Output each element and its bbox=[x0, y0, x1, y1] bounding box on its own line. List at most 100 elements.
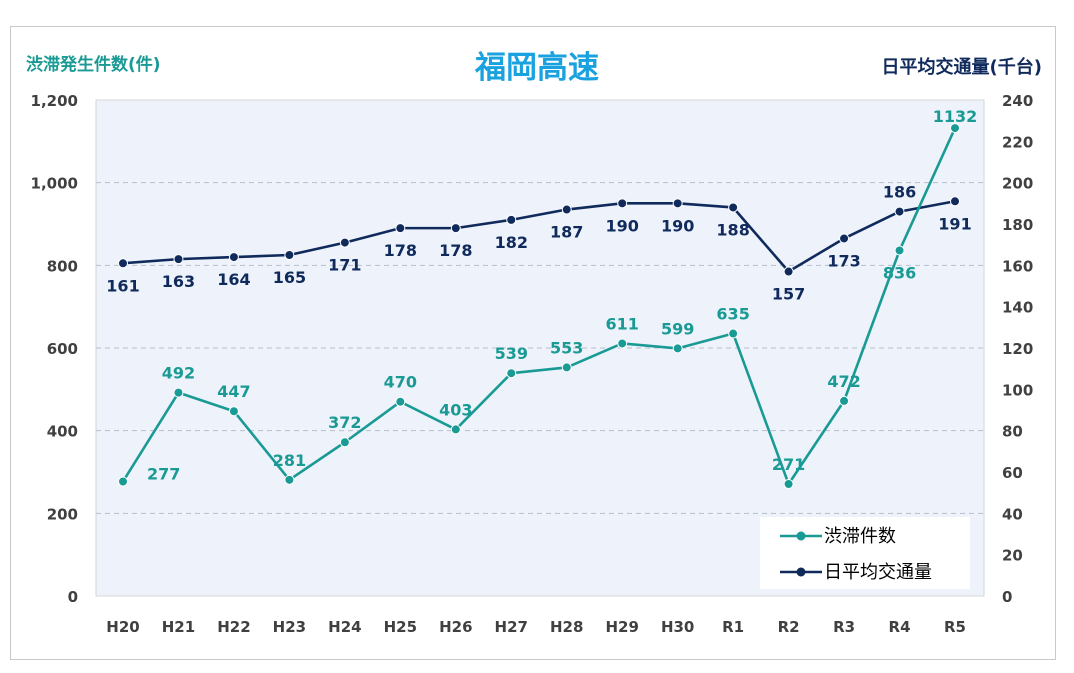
legend-marker bbox=[796, 531, 806, 541]
data-label: 190 bbox=[605, 216, 638, 235]
data-label: 372 bbox=[328, 413, 361, 432]
data-label: 635 bbox=[716, 305, 749, 324]
data-point bbox=[894, 206, 905, 217]
data-label: 277 bbox=[147, 465, 180, 484]
x-tick-label: H26 bbox=[439, 618, 472, 636]
data-point bbox=[839, 395, 850, 406]
data-point bbox=[450, 424, 461, 435]
y-axis-left-ticks: 0 200 400 600 800 1,000 1,200 bbox=[31, 92, 78, 606]
x-tick-label: H21 bbox=[162, 618, 195, 636]
y-axis-right-label: 日平均交通量(千台) bbox=[881, 57, 1042, 78]
data-point bbox=[728, 328, 739, 339]
data-label: 173 bbox=[827, 251, 860, 270]
data-label: 281 bbox=[273, 451, 306, 470]
data-point bbox=[339, 237, 350, 248]
chart-frame bbox=[10, 26, 1056, 660]
y-axis-left-label: 渋滞発生件数(件) bbox=[26, 55, 161, 75]
x-tick-label: R3 bbox=[833, 618, 855, 636]
data-point bbox=[783, 478, 794, 489]
x-tick-label: H25 bbox=[384, 618, 417, 636]
data-point bbox=[950, 196, 960, 207]
y-left-tick-label: 200 bbox=[47, 505, 78, 523]
y-right-tick-label: 140 bbox=[1002, 299, 1033, 317]
x-tick-label: H30 bbox=[661, 618, 694, 636]
data-point bbox=[617, 198, 628, 209]
y-left-tick-label: 800 bbox=[47, 257, 78, 275]
data-label: 164 bbox=[217, 270, 250, 289]
x-tick-label: R2 bbox=[778, 618, 800, 636]
y-right-tick-label: 220 bbox=[1002, 133, 1033, 151]
data-label: 190 bbox=[661, 216, 694, 235]
data-point bbox=[783, 266, 794, 277]
data-point bbox=[118, 476, 128, 487]
data-point bbox=[617, 338, 628, 349]
data-point bbox=[395, 396, 406, 407]
data-point bbox=[284, 250, 295, 260]
data-label: 178 bbox=[439, 241, 472, 260]
data-label: 271 bbox=[772, 455, 805, 474]
data-point bbox=[395, 223, 406, 234]
y-left-tick-label: 1,000 bbox=[31, 175, 78, 193]
data-point bbox=[728, 202, 739, 213]
legend-box bbox=[760, 517, 970, 589]
data-point bbox=[839, 233, 850, 244]
data-label: 492 bbox=[162, 364, 195, 383]
data-label: 611 bbox=[605, 314, 638, 333]
chart-title: 福岡高速 bbox=[475, 50, 599, 86]
data-point bbox=[506, 368, 517, 379]
y-right-tick-label: 40 bbox=[1002, 505, 1023, 523]
data-point bbox=[561, 204, 572, 215]
data-point bbox=[118, 258, 128, 269]
data-label: 171 bbox=[328, 256, 361, 275]
data-label: 191 bbox=[938, 214, 971, 233]
y-right-tick-label: 0 bbox=[1002, 588, 1012, 606]
data-labels: 161 163 164 165 171 178 178 182 187 190 190 188 157 1… bbox=[106, 107, 977, 483]
legend-label: 日平均交通量 bbox=[824, 562, 932, 583]
y-right-tick-label: 200 bbox=[1002, 175, 1033, 193]
data-label: 188 bbox=[716, 220, 749, 239]
data-label: 165 bbox=[273, 268, 306, 287]
data-point bbox=[173, 387, 184, 398]
legend-marker bbox=[796, 567, 806, 577]
data-point bbox=[561, 362, 572, 373]
data-label: 472 bbox=[827, 372, 860, 391]
data-label: 403 bbox=[439, 400, 472, 419]
y-right-tick-label: 160 bbox=[1002, 257, 1033, 275]
x-tick-label: H28 bbox=[550, 618, 583, 636]
data-point bbox=[228, 406, 239, 417]
data-label: 182 bbox=[495, 233, 528, 252]
x-tick-label: H29 bbox=[605, 618, 638, 636]
data-point bbox=[672, 343, 683, 354]
data-label: 599 bbox=[661, 319, 694, 338]
y-right-tick-label: 100 bbox=[1002, 381, 1033, 399]
x-tick-label: H22 bbox=[217, 618, 250, 636]
data-label: 186 bbox=[883, 183, 916, 202]
data-label: 161 bbox=[106, 276, 139, 295]
data-point bbox=[339, 437, 350, 448]
data-label: 163 bbox=[162, 272, 195, 291]
data-point bbox=[284, 474, 295, 485]
data-label: 187 bbox=[550, 223, 583, 242]
gridlines bbox=[96, 182, 984, 514]
legend-label: 渋滞件数 bbox=[824, 526, 896, 547]
data-label: 470 bbox=[384, 373, 417, 392]
x-tick-label: H24 bbox=[328, 618, 361, 636]
data-label: 553 bbox=[550, 338, 583, 357]
series-line bbox=[122, 199, 956, 273]
data-point bbox=[672, 198, 683, 209]
x-tick-label: R1 bbox=[722, 618, 744, 636]
x-tick-label: H23 bbox=[273, 618, 306, 636]
y-left-tick-label: 1,200 bbox=[31, 92, 78, 110]
x-tick-label: R4 bbox=[889, 618, 911, 636]
y-left-tick-label: 400 bbox=[47, 423, 78, 441]
y-right-tick-label: 120 bbox=[1002, 340, 1033, 358]
y-right-tick-label: 240 bbox=[1002, 92, 1033, 110]
series-line bbox=[121, 127, 957, 486]
data-point bbox=[228, 252, 239, 263]
data-label: 178 bbox=[384, 241, 417, 260]
data-point bbox=[894, 245, 905, 256]
x-tick-label: H20 bbox=[106, 618, 139, 636]
data-point bbox=[506, 214, 517, 225]
